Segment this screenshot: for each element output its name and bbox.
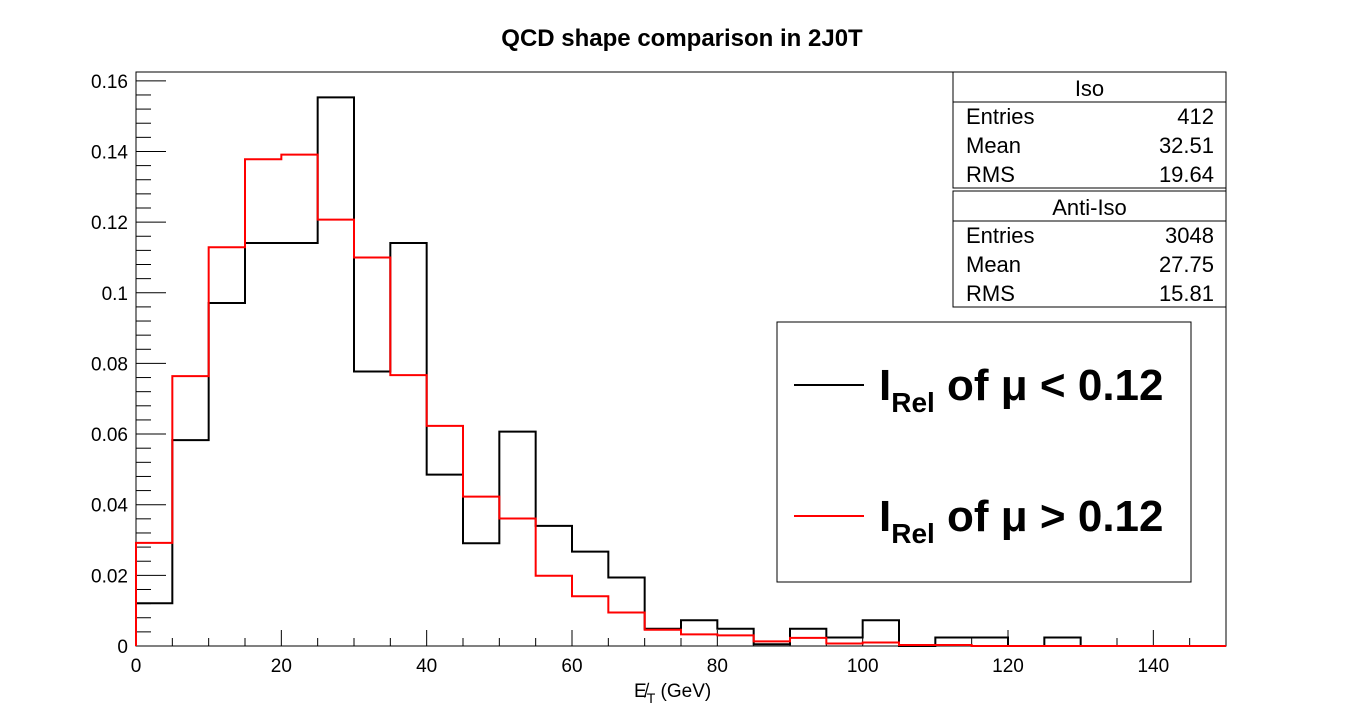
stats-row-label: Entries xyxy=(966,223,1034,248)
y-tick-label: 0.16 xyxy=(91,72,128,93)
stats-row-value: 3048 xyxy=(1165,223,1214,248)
stats-row-value: 27.75 xyxy=(1159,252,1214,277)
legend-entry: IRel of μ > 0.12 xyxy=(794,492,1164,549)
legend-label: IRel of μ > 0.12 xyxy=(879,492,1164,549)
series-layer xyxy=(135,96,1226,647)
x-tick-label: 100 xyxy=(847,656,879,677)
stats-box-anti-iso: Anti-Iso Entries 3048 Mean 27.75 RMS 15.81 xyxy=(952,190,1227,308)
y-tick-label: 0.08 xyxy=(91,354,128,375)
series-anti-iso xyxy=(135,153,1226,647)
stats-box-frame xyxy=(952,190,1227,308)
stats-row-value: 32.51 xyxy=(1159,133,1214,158)
stats-row-value: 19.64 xyxy=(1159,162,1214,187)
legend: IRel of μ < 0.12 IRel of μ > 0.12 xyxy=(776,321,1192,583)
y-tick-label: 0.14 xyxy=(91,142,128,163)
x-tick-label: 0 xyxy=(131,656,142,677)
stats-boxes: Iso Entries 412 Mean 32.51 RMS 19.64 Anti-Iso En… xyxy=(952,71,1227,308)
stats-row-value: 412 xyxy=(1177,104,1214,129)
stats-row-label: Entries xyxy=(966,104,1034,129)
y-tick-label: 0.04 xyxy=(91,496,128,517)
x-tick-label: 140 xyxy=(1137,656,1169,677)
x-tick-label: 20 xyxy=(271,656,292,677)
y-tick-label: 0.12 xyxy=(91,213,128,234)
stats-box-title: Iso xyxy=(1075,76,1104,101)
x-tick-label: 120 xyxy=(992,656,1024,677)
x-axis-label-unit: (GeV) xyxy=(655,681,711,702)
svg-text:E̸T (GeV): E̸T (GeV) xyxy=(634,681,711,706)
stats-box-iso: Iso Entries 412 Mean 32.51 RMS 19.64 xyxy=(952,71,1227,189)
x-axis-label-main: E̸ xyxy=(634,681,650,702)
y-tick-label: 0.06 xyxy=(91,425,128,446)
legend-frame xyxy=(776,321,1192,583)
legend-label: IRel of μ < 0.12 xyxy=(879,361,1164,418)
y-tick-label: 0.02 xyxy=(91,566,128,587)
x-tick-label: 80 xyxy=(707,656,728,677)
stats-box-title: Anti-Iso xyxy=(1052,195,1127,220)
x-tick-label: 60 xyxy=(561,656,582,677)
stats-row-label: Mean xyxy=(966,252,1021,277)
x-axis-label: E̸T (GeV) xyxy=(634,681,711,706)
x-tick-label: 40 xyxy=(416,656,437,677)
x-axis-label-sub: T xyxy=(647,690,656,706)
y-tick-label: 0.1 xyxy=(102,284,128,305)
stats-row-label: RMS xyxy=(966,162,1015,187)
stats-row-label: Mean xyxy=(966,133,1021,158)
y-tick-label: 0 xyxy=(117,637,128,658)
chart-title: QCD shape comparison in 2J0T xyxy=(501,25,863,52)
stats-row-value: 15.81 xyxy=(1159,281,1214,306)
legend-entry: IRel of μ < 0.12 xyxy=(794,361,1164,418)
stats-row-label: RMS xyxy=(966,281,1015,306)
stats-box-frame xyxy=(952,71,1227,189)
